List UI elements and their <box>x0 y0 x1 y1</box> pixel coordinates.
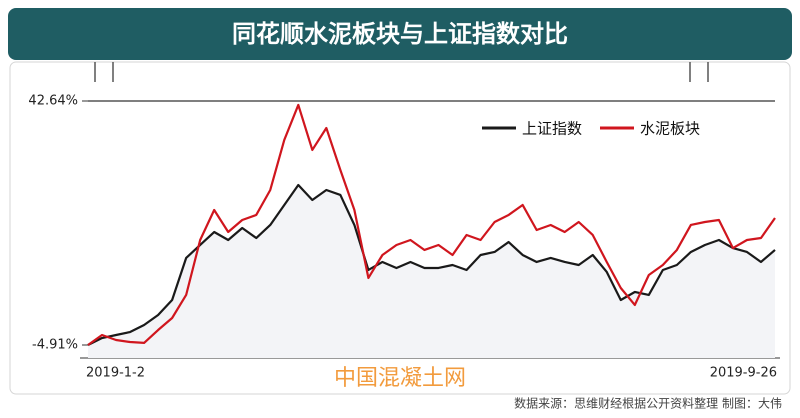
watermark: 中国混凝土网 <box>334 366 466 391</box>
x-tick-label: 2019-9-26 <box>710 366 777 381</box>
chart-title: 同花顺水泥板块与上证指数对比 <box>232 20 568 48</box>
title-banner <box>8 8 792 60</box>
source-note: 数据来源：思维财经根据公开资料整理 制图：大伟 <box>514 396 782 411</box>
series-line <box>87 103 776 346</box>
series-line <box>87 183 776 346</box>
y-tick-label: -4.91% <box>32 338 78 353</box>
legend-label: 水泥板块 <box>640 120 700 138</box>
axis-ornament <box>94 62 709 82</box>
series-area <box>88 185 775 358</box>
y-tick-label: 42.64% <box>28 94 78 109</box>
x-tick-label: 2019-1-2 <box>86 366 145 381</box>
legend-label: 上证指数 <box>522 120 582 138</box>
